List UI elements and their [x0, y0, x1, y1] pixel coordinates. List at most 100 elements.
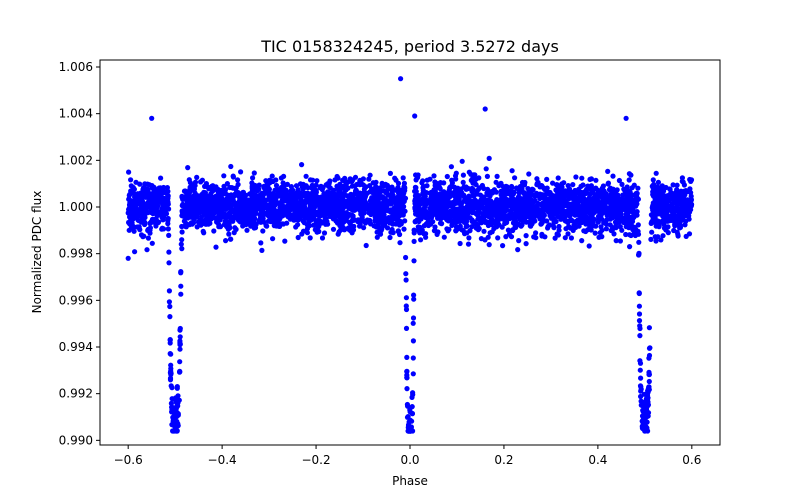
data-point — [327, 190, 333, 196]
y-tick-label: 0.996 — [59, 293, 93, 307]
data-point — [281, 173, 287, 179]
data-point — [680, 217, 686, 223]
data-point — [610, 173, 616, 179]
data-point — [622, 215, 629, 221]
data-point — [212, 202, 219, 208]
data-point — [611, 213, 617, 219]
y-tick-label: 0.992 — [59, 387, 93, 401]
data-point — [491, 225, 497, 231]
data-point — [191, 186, 197, 192]
data-point — [340, 177, 346, 183]
data-point — [503, 234, 509, 240]
data-point — [332, 177, 338, 183]
data-point — [394, 216, 400, 222]
data-point — [177, 334, 183, 340]
data-point — [409, 404, 415, 410]
data-point — [498, 212, 504, 218]
data-point — [178, 241, 184, 247]
data-point — [628, 206, 634, 212]
data-point — [641, 391, 648, 397]
data-point — [555, 175, 561, 181]
data-point — [453, 189, 460, 195]
data-point — [269, 173, 275, 179]
data-point — [440, 200, 446, 207]
data-point — [606, 205, 612, 211]
data-point — [669, 217, 675, 223]
x-tick-label: −0.6 — [114, 453, 143, 467]
data-point — [314, 178, 320, 184]
data-point — [682, 198, 688, 204]
data-point — [241, 194, 247, 200]
data-point — [534, 176, 540, 182]
data-point — [476, 175, 482, 181]
data-point — [503, 188, 510, 194]
data-point — [276, 193, 283, 199]
data-point — [556, 223, 562, 230]
data-point — [300, 203, 306, 209]
data-point — [613, 238, 619, 244]
data-point — [484, 186, 491, 192]
data-point — [166, 206, 172, 212]
data-point — [396, 197, 402, 203]
data-point — [553, 218, 559, 225]
data-point — [555, 192, 561, 199]
data-point — [619, 181, 625, 187]
data-point — [638, 393, 644, 400]
data-point — [660, 233, 666, 239]
data-point — [152, 200, 158, 206]
data-point — [562, 217, 569, 223]
data-point — [403, 254, 409, 261]
data-point — [623, 231, 629, 238]
data-point — [465, 241, 472, 247]
data-point — [163, 199, 169, 205]
data-point — [270, 236, 276, 242]
data-point — [620, 192, 626, 198]
data-point — [688, 193, 694, 199]
data-point — [319, 235, 326, 241]
data-point — [240, 201, 246, 207]
data-point — [613, 195, 619, 201]
data-point — [185, 198, 191, 204]
data-point — [327, 210, 333, 216]
data-point — [525, 186, 531, 192]
data-point — [332, 210, 338, 216]
data-point — [195, 199, 201, 205]
data-point — [479, 218, 485, 224]
data-point — [585, 227, 591, 233]
data-point — [415, 224, 421, 230]
data-point — [658, 237, 664, 243]
data-point — [397, 210, 403, 216]
data-point — [407, 409, 413, 415]
data-point — [165, 215, 171, 222]
data-point — [483, 219, 489, 225]
data-point — [477, 192, 484, 198]
data-point — [287, 193, 293, 199]
data-point — [410, 428, 416, 434]
data-point — [432, 224, 438, 230]
data-point — [171, 396, 177, 402]
data-point — [415, 212, 421, 218]
data-point — [290, 199, 296, 205]
data-point — [653, 220, 660, 226]
data-point — [179, 246, 185, 252]
data-point — [637, 333, 643, 339]
data-point — [680, 212, 686, 218]
data-point — [452, 201, 458, 207]
data-point — [473, 205, 479, 211]
data-point — [457, 240, 463, 247]
data-point — [423, 234, 429, 240]
data-point — [481, 213, 487, 219]
data-point — [434, 231, 440, 237]
data-point — [584, 216, 590, 222]
data-point — [296, 207, 302, 214]
data-point — [151, 187, 157, 193]
data-point — [658, 208, 664, 214]
data-point — [251, 170, 257, 176]
data-point — [580, 218, 586, 224]
data-point — [358, 217, 364, 223]
data-point — [527, 194, 533, 200]
data-point — [159, 225, 165, 231]
data-point — [410, 338, 416, 344]
data-point — [352, 203, 358, 209]
data-point — [405, 403, 411, 409]
